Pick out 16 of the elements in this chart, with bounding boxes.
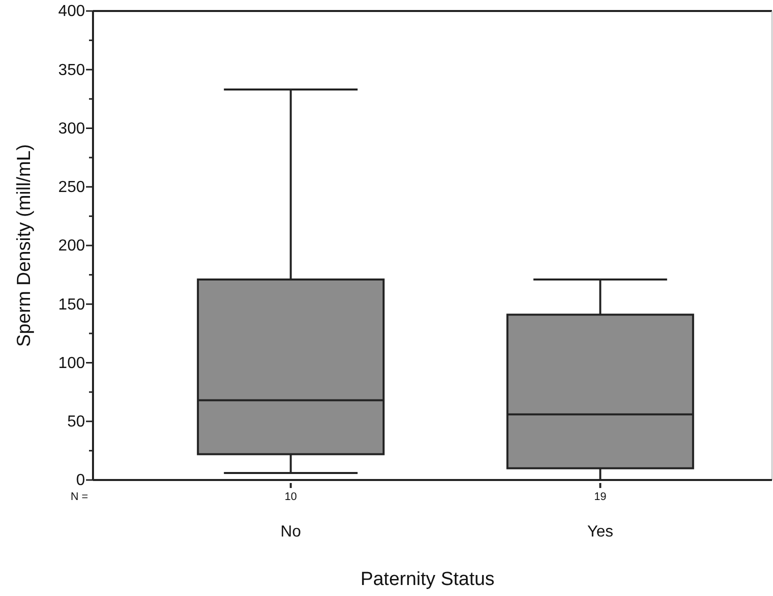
text: N = — [70, 491, 88, 503]
x-tick-label: No — [280, 523, 302, 540]
y-tick-label: 200 — [58, 238, 86, 255]
y-tick-label: 150 — [58, 296, 86, 314]
y-tick-label: 400 — [58, 3, 86, 20]
y-tick-label: 250 — [58, 178, 86, 196]
x-axis-title: Paternity Status — [360, 569, 495, 590]
y-tick-label: 0 — [76, 472, 86, 490]
text: 10 — [284, 491, 297, 503]
y-tick-label: 350 — [58, 62, 86, 79]
y-tick-label: 300 — [58, 120, 86, 138]
y-tick-label: 50 — [67, 413, 86, 430]
y-axis-title: Sperm Density (mill/mL) — [14, 144, 35, 347]
x-tick-label: Yes — [587, 523, 614, 540]
text: 19 — [594, 491, 606, 503]
y-tick-label: 100 — [58, 354, 86, 372]
